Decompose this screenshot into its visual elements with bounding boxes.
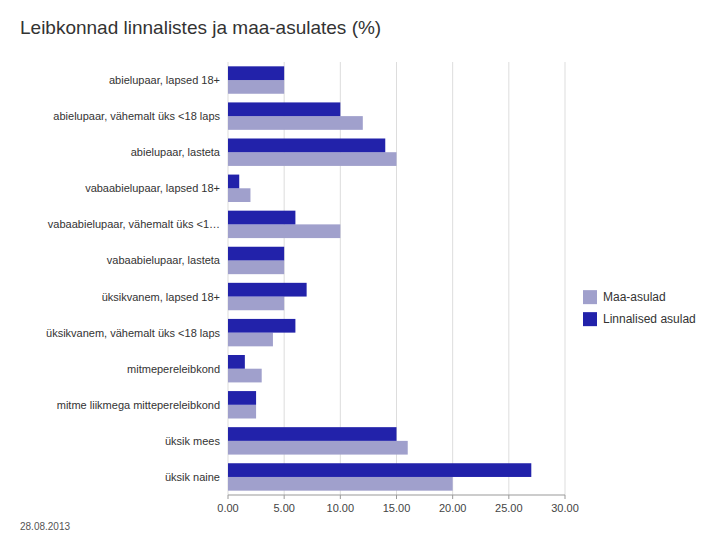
tick-label: 15.00 — [383, 502, 411, 514]
tick-label: 20.00 — [439, 502, 467, 514]
bar — [228, 116, 363, 130]
bar — [228, 369, 262, 383]
category-label: üksikvanem, lapsed 18+ — [102, 291, 220, 303]
category-label: mitme liikmega mittepereleibkond — [57, 399, 220, 411]
category-label: üksik mees — [165, 435, 221, 447]
legend-label: Linnalised asulad — [603, 312, 696, 326]
tick-mark — [396, 495, 397, 499]
grid-line — [565, 62, 566, 495]
tick-label: 25.00 — [495, 502, 523, 514]
category-label: vabaabielupaar, vähemalt üks <1… — [48, 218, 220, 230]
bar — [228, 260, 284, 274]
grid-line — [508, 62, 509, 495]
bar — [228, 333, 273, 347]
bar — [228, 391, 256, 405]
bar — [228, 441, 408, 455]
legend-swatch — [583, 312, 597, 326]
y-axis: abielupaar, lapsed 18+ abielupaar, vähema… — [46, 74, 221, 483]
bars — [228, 66, 531, 490]
legend-label: Maa-asulad — [603, 290, 666, 304]
tick-label: 5.00 — [273, 502, 294, 514]
annotation: 28.08.2013 — [20, 521, 70, 532]
category-label: vabaabielupaar, lapsed 18+ — [85, 182, 220, 194]
bar — [228, 66, 284, 80]
bar — [228, 405, 256, 419]
bar — [228, 175, 239, 189]
category-label: vabaabielupaar, lasteta — [107, 254, 221, 266]
category-label: abielupaar, lasteta — [131, 146, 221, 158]
chart: Leibkonnad linnalistes ja maa-asulates (… — [0, 0, 720, 540]
bar — [228, 247, 284, 261]
legend: Maa-asulad Linnalised asulad — [583, 290, 696, 326]
category-label: üksik naine — [165, 471, 220, 483]
category-label: abielupaar, vähemalt üks <18 laps — [53, 110, 220, 122]
bar — [228, 427, 397, 441]
tick-mark — [284, 495, 285, 499]
tick-label: 0.00 — [217, 502, 238, 514]
x-axis: 0.00 5.00 10.00 15.00 20.00 25.00 30.00 — [217, 62, 578, 514]
tick-label: 10.00 — [327, 502, 355, 514]
category-label: abielupaar, lapsed 18+ — [109, 74, 220, 86]
bar — [228, 355, 245, 369]
bar — [228, 283, 307, 297]
category-label: mitmepereleibkond — [127, 363, 220, 375]
axis-line — [228, 495, 565, 496]
bar — [228, 211, 295, 225]
bar — [228, 102, 340, 116]
bar — [228, 152, 397, 166]
bar — [228, 138, 385, 152]
category-label: üksikvanem, vähemalt üks <18 laps — [46, 327, 220, 339]
bar — [228, 319, 295, 333]
tick-mark — [452, 495, 453, 499]
bar — [228, 224, 340, 238]
bar — [228, 477, 453, 491]
bar — [228, 297, 284, 311]
tick-mark — [565, 495, 566, 499]
bar — [228, 463, 531, 477]
bar — [228, 80, 284, 94]
tick-label: 30.00 — [551, 502, 579, 514]
tick-mark — [508, 495, 509, 499]
tick-mark — [228, 495, 229, 499]
grid-line — [452, 62, 453, 495]
title: Leibkonnad linnalistes ja maa-asulates (… — [20, 17, 381, 38]
bar — [228, 188, 250, 202]
legend-swatch — [583, 290, 597, 304]
tick-mark — [340, 495, 341, 499]
